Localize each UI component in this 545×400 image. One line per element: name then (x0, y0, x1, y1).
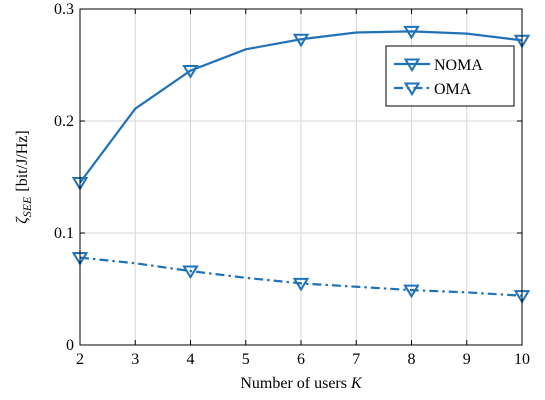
y-tick-label-0: 0 (66, 337, 74, 354)
x-tick-label-0: 2 (76, 351, 84, 368)
legend-label-noma: NOMA (434, 57, 483, 74)
y-axis-label-unit: [bit/J/Hz] (14, 130, 31, 191)
series-line-oma (79, 256, 523, 297)
data-point-oma-x6 (292, 277, 310, 292)
x-axis-label: Number of users K (240, 375, 363, 392)
legend-marker-oma (403, 82, 421, 97)
legend-entry-oma: OMA (394, 81, 472, 98)
data-point-noma-x6 (292, 33, 310, 48)
x-tick-label-4: 6 (297, 351, 305, 368)
y-axis-label-symbol: ζ (14, 216, 31, 224)
x-tick-label-7: 9 (463, 351, 471, 368)
x-tick-label-1: 3 (131, 351, 139, 368)
x-axis-label-main: Number of users (240, 375, 351, 392)
y-tick-label-2: 0.2 (54, 113, 74, 130)
y-axis-label-subscript: SEE (20, 196, 34, 217)
legend-entry-noma: NOMA (394, 57, 483, 74)
legend-marker-noma (403, 58, 421, 73)
x-tick-labels: 2 3 4 5 6 7 8 9 10 (76, 9, 530, 368)
data-point-noma-x4 (182, 65, 199, 79)
x-tick-label-6: 8 (408, 351, 416, 368)
data-point-oma-x8 (403, 284, 420, 299)
legend-label-oma: OMA (434, 81, 472, 98)
x-tick-label-2: 4 (187, 351, 195, 368)
x-axis-label-var: K (350, 375, 363, 392)
x-tick-label-5: 7 (352, 351, 360, 368)
x-tick-label-3: 5 (242, 351, 250, 368)
x-tick-label-8: 10 (514, 351, 530, 368)
y-tick-label-1: 0.1 (54, 225, 74, 242)
legend-box (385, 45, 515, 107)
y-axis-label: ζSEE [bit/J/Hz] (14, 130, 34, 223)
data-point-oma-x4 (182, 265, 199, 280)
y-tick-labels: 0 0.1 0.2 0.3 (54, 1, 522, 354)
legend: NOMA OMA (385, 45, 515, 107)
data-point-noma-x8 (403, 25, 420, 40)
y-tick-label-3: 0.3 (54, 1, 74, 18)
series-line-noma (79, 30, 523, 184)
